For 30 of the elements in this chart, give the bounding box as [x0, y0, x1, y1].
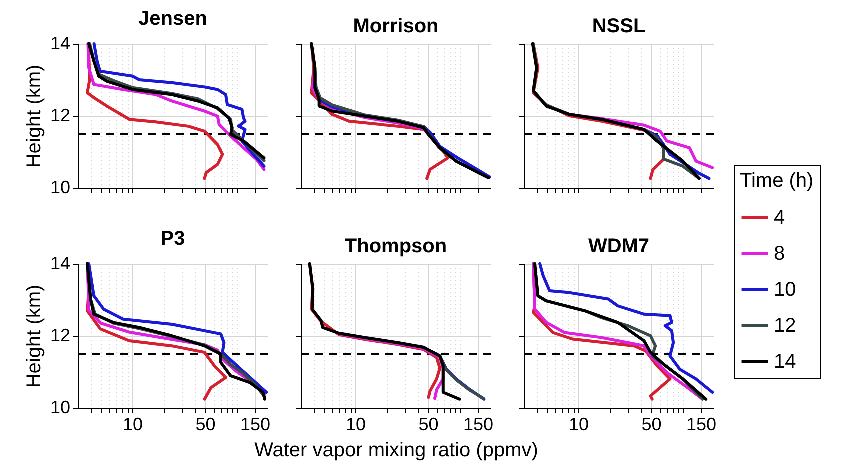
x-tick-label: 50	[196, 414, 216, 434]
legend-label: 14	[774, 350, 796, 373]
legend-title: Time (h)	[740, 170, 814, 192]
x-tick-label: 150	[240, 414, 271, 434]
x-tick-label: 10	[568, 414, 589, 434]
x-tick-label: 150	[463, 414, 494, 434]
y-tick-label: 14	[50, 34, 70, 54]
y-axis-title: Height (km)	[23, 64, 46, 168]
y-tick-label: 10	[50, 398, 70, 418]
legend-label: 8	[774, 242, 786, 265]
chart-title: Morrison	[353, 16, 439, 38]
chart-title: P3	[160, 228, 186, 250]
chart-title: WDM7	[588, 236, 650, 258]
x-tick-label: 10	[346, 414, 366, 434]
legend-label: 12	[774, 314, 796, 337]
y-axis-title: Height (km)	[23, 284, 46, 388]
x-tick-label: 50	[642, 414, 662, 434]
chart-title: Thompson	[344, 236, 448, 258]
legend-label: 4	[774, 206, 786, 229]
y-tick-label: 14	[50, 254, 70, 274]
x-axis-title: Water vapor mixing ratio (ppmv)	[254, 440, 538, 462]
x-tick-label: 150	[686, 414, 717, 434]
y-tick-label: 12	[50, 326, 70, 346]
legend-label: 10	[774, 278, 796, 301]
y-tick-label: 12	[50, 106, 70, 126]
x-tick-label: 50	[418, 414, 439, 434]
chart-title: Jensen	[138, 8, 208, 30]
y-tick-label: 10	[50, 178, 70, 198]
x-tick-label: 10	[122, 414, 143, 434]
chart-title: NSSL	[592, 16, 646, 38]
